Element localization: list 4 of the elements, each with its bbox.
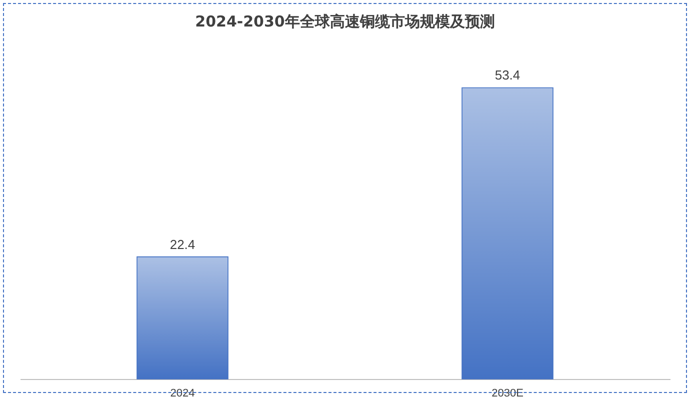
data-label: 22.4 [170,236,196,252]
x-tick-label: 2024 [170,388,195,400]
data-label: 53.4 [494,68,520,83]
chart-title: 2024-2030年全球高速铜缆市场规模及预测 [195,12,495,31]
